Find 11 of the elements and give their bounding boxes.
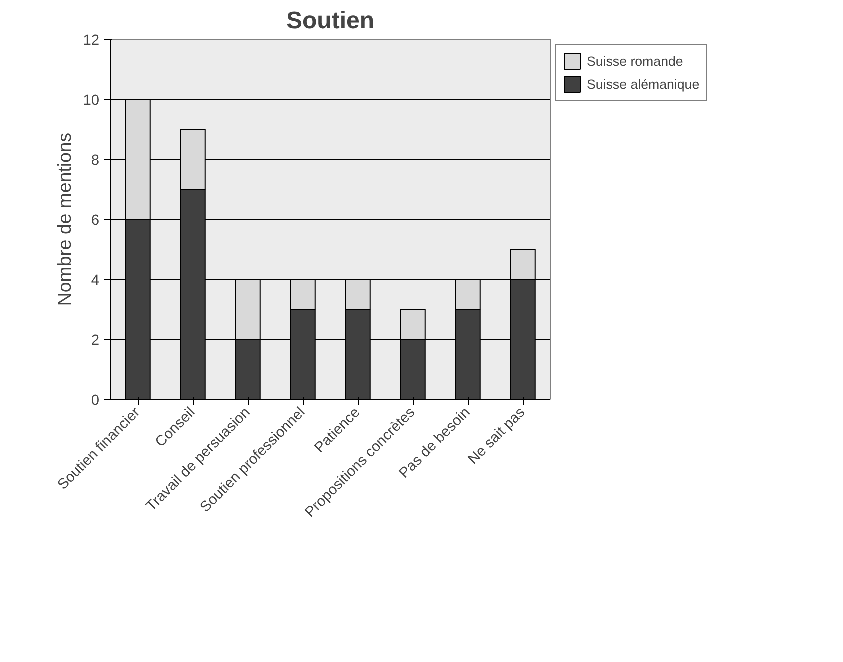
y-tick-label: 0 bbox=[91, 393, 100, 409]
legend-label: Suisse alémanique bbox=[587, 76, 700, 92]
y-tick-label: 2 bbox=[91, 333, 100, 349]
y-axis-title: Nombre de mentions bbox=[54, 132, 76, 306]
y-tick-label: 4 bbox=[91, 273, 100, 289]
y-tick-label: 6 bbox=[91, 213, 100, 229]
chart-title: Soutien bbox=[286, 8, 374, 34]
y-tick-label: 10 bbox=[83, 93, 100, 109]
y-tick-label: 8 bbox=[91, 153, 100, 169]
legend-label: Suisse romande bbox=[587, 54, 684, 68]
y-tick-label: 12 bbox=[83, 33, 100, 49]
